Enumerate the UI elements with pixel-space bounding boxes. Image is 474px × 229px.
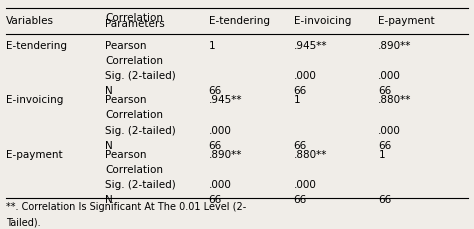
Text: .880**: .880**	[378, 95, 412, 105]
Text: .890**: .890**	[378, 41, 412, 51]
Text: E-tendering: E-tendering	[6, 41, 67, 51]
Text: 1: 1	[293, 95, 300, 105]
Text: .890**: .890**	[209, 150, 242, 160]
Text: Correlation: Correlation	[105, 165, 163, 175]
Text: Parameters: Parameters	[105, 19, 165, 29]
Text: .945**: .945**	[293, 41, 327, 51]
Text: N: N	[105, 195, 113, 205]
Text: Correlation: Correlation	[105, 56, 163, 66]
Text: Pearson: Pearson	[105, 150, 146, 160]
Text: Variables: Variables	[6, 16, 54, 26]
Text: Sig. (2-tailed): Sig. (2-tailed)	[105, 71, 176, 81]
Text: Sig. (2-tailed): Sig. (2-tailed)	[105, 180, 176, 190]
Text: Pearson: Pearson	[105, 95, 146, 105]
Text: 66: 66	[293, 195, 307, 205]
Text: Correlation: Correlation	[105, 13, 163, 23]
Text: .000: .000	[209, 180, 232, 190]
Text: .880**: .880**	[293, 150, 327, 160]
Text: .000: .000	[293, 71, 317, 81]
Text: E-tendering: E-tendering	[209, 16, 270, 26]
Text: .000: .000	[378, 126, 401, 136]
Text: 66: 66	[209, 141, 222, 151]
Text: 66: 66	[293, 141, 307, 151]
Text: Correlation: Correlation	[105, 110, 163, 120]
Text: 66: 66	[209, 86, 222, 96]
Text: .945**: .945**	[209, 95, 242, 105]
Text: .000: .000	[293, 180, 317, 190]
Text: .000: .000	[209, 126, 232, 136]
Text: 66: 66	[378, 195, 392, 205]
Text: E-payment: E-payment	[378, 16, 435, 26]
Text: 66: 66	[378, 86, 392, 96]
Text: 66: 66	[293, 86, 307, 96]
Text: 66: 66	[209, 195, 222, 205]
Text: Sig. (2-tailed): Sig. (2-tailed)	[105, 126, 176, 136]
Text: N: N	[105, 141, 113, 151]
Text: E-invoicing: E-invoicing	[6, 95, 64, 105]
Text: .000: .000	[378, 71, 401, 81]
Text: **. Correlation Is Significant At The 0.01 Level (2-: **. Correlation Is Significant At The 0.…	[6, 202, 246, 212]
Text: 66: 66	[378, 141, 392, 151]
Text: 1: 1	[209, 41, 215, 51]
Text: Tailed).: Tailed).	[6, 217, 41, 227]
Text: N: N	[105, 86, 113, 96]
Text: Pearson: Pearson	[105, 41, 146, 51]
Text: E-payment: E-payment	[6, 150, 63, 160]
Text: 1: 1	[378, 150, 385, 160]
Text: E-invoicing: E-invoicing	[293, 16, 351, 26]
